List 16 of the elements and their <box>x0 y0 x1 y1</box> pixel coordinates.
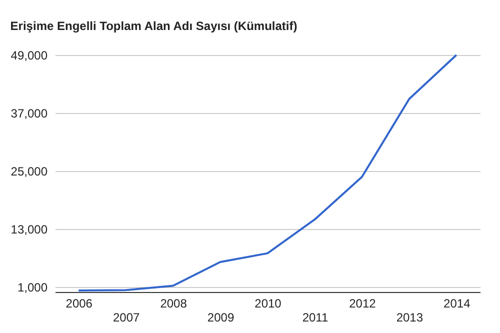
x-tick-label: 2014 <box>444 296 471 310</box>
x-tick-label: 2008 <box>160 296 188 310</box>
y-tick-label: 1,000 <box>17 280 48 295</box>
chart-title: Erişime Engelli Toplam Alan Adı Sayısı (Kümulatif) <box>10 19 298 33</box>
y-tick-label: 13,000 <box>10 222 48 237</box>
x-tick-label: 2006 <box>66 296 93 310</box>
y-tick-label: 49,000 <box>10 48 48 62</box>
y-tick-label: 37,000 <box>10 106 48 121</box>
x-tick-label: 2013 <box>396 310 424 324</box>
x-tick-label: 2012 <box>349 296 376 310</box>
x-tick-label: 2010 <box>254 296 282 310</box>
line-series <box>78 54 458 292</box>
y-tick-label: 25,000 <box>10 164 48 179</box>
x-tick-label: 2011 <box>302 310 328 324</box>
x-tick-label: 2007 <box>112 310 140 324</box>
x-tick-label: 2009 <box>207 310 234 324</box>
